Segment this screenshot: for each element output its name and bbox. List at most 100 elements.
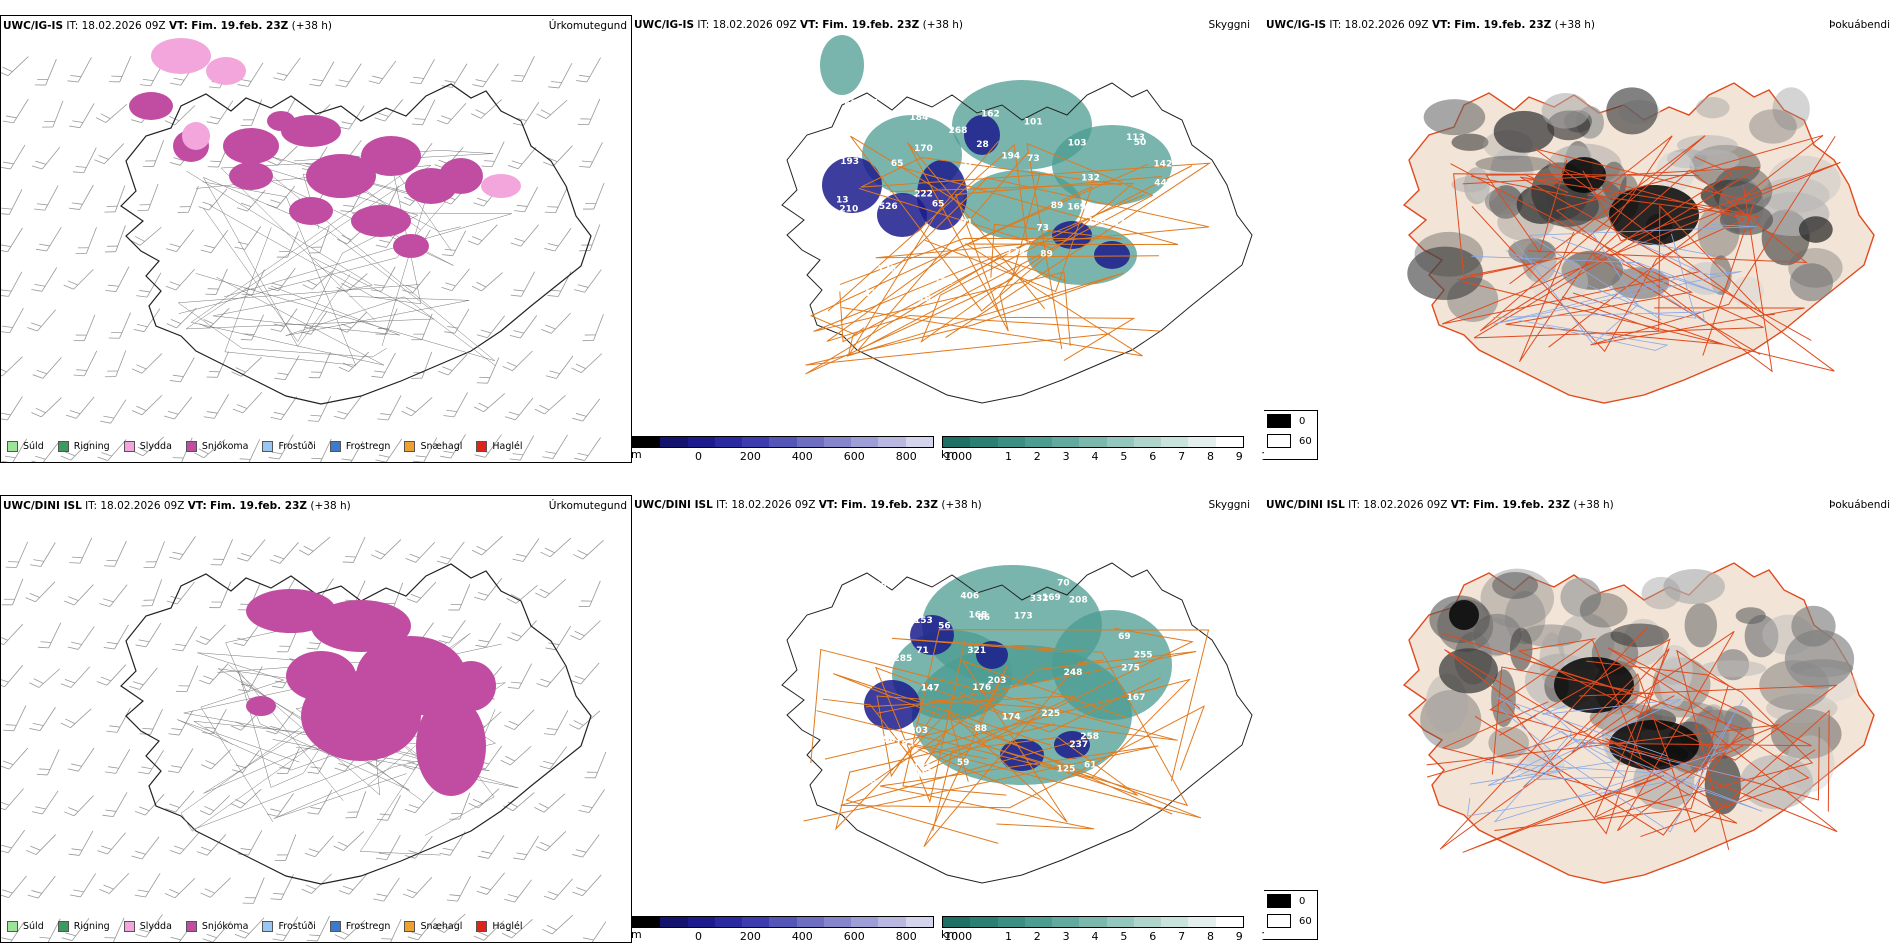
wind-barb bbox=[534, 395, 566, 415]
wind-barb bbox=[60, 666, 91, 688]
wind-barb bbox=[136, 272, 162, 298]
iceland-coastline bbox=[781, 562, 1253, 884]
visibility-value-label: 188 bbox=[858, 670, 877, 680]
wind-barb bbox=[61, 918, 90, 941]
road bbox=[827, 143, 1028, 343]
wind-barb bbox=[199, 795, 231, 816]
wind-barb bbox=[578, 789, 605, 813]
wind-barb bbox=[206, 351, 229, 378]
fog-index-cell bbox=[1697, 205, 1740, 259]
colorbar-cell bbox=[1161, 917, 1189, 927]
visibility-value-label: 128 bbox=[934, 277, 953, 287]
wind-barb bbox=[196, 834, 227, 856]
wind-barb bbox=[206, 100, 234, 125]
wind-barb bbox=[36, 749, 60, 776]
wind-barb bbox=[577, 98, 601, 126]
wind-barb bbox=[69, 103, 95, 129]
wind-barb bbox=[27, 875, 56, 899]
visibility-value-label: 118 bbox=[845, 606, 864, 616]
wind-barb bbox=[473, 393, 506, 413]
legend-label: Súld bbox=[23, 441, 44, 452]
colorbar-cell bbox=[1079, 917, 1107, 927]
visibility-value-label: 447 bbox=[1154, 178, 1173, 188]
visibility-value-label: 332 bbox=[1030, 594, 1049, 604]
wind-barb bbox=[476, 315, 505, 339]
wind-barb bbox=[535, 831, 567, 852]
visibility-value-label: 162 bbox=[981, 110, 1000, 120]
wind-barb bbox=[439, 831, 466, 856]
road bbox=[1470, 135, 1673, 363]
visibility-value-label: 268 bbox=[949, 126, 968, 136]
fog-index-cell bbox=[1770, 708, 1842, 760]
wind-barb bbox=[307, 789, 333, 815]
wind-barb bbox=[438, 620, 466, 644]
wind-barb bbox=[60, 439, 91, 461]
road bbox=[902, 629, 1210, 796]
road bbox=[186, 170, 400, 336]
wind-barb bbox=[381, 918, 402, 942]
road bbox=[203, 162, 419, 343]
visibility-value-label: 142 bbox=[1154, 159, 1173, 169]
river bbox=[1505, 233, 1697, 319]
wind-barb bbox=[172, 626, 198, 652]
wind-barb bbox=[374, 99, 404, 122]
wind-barb bbox=[1, 788, 24, 811]
wind-barb bbox=[412, 437, 438, 462]
visibility-value-label: 193 bbox=[895, 739, 914, 749]
wind-barb bbox=[543, 710, 569, 736]
visibility-value-label: 406 bbox=[960, 592, 979, 602]
wind-barb bbox=[1, 227, 23, 253]
wind-barb bbox=[134, 872, 161, 898]
legend-item: Frostregn bbox=[329, 921, 390, 932]
wind-barb bbox=[511, 56, 535, 82]
snow-area bbox=[446, 661, 496, 711]
wind-barb bbox=[512, 101, 540, 126]
wind-barb bbox=[34, 59, 57, 86]
wind-barb bbox=[370, 539, 402, 560]
legend-swatch bbox=[262, 441, 274, 452]
wind-barb bbox=[405, 541, 436, 563]
wind-barb bbox=[371, 352, 396, 378]
colorbar-cell bbox=[1079, 437, 1107, 447]
visibility-value-label: 135 bbox=[1006, 247, 1025, 257]
wind-barb bbox=[269, 542, 299, 564]
wind-barb bbox=[65, 396, 95, 419]
colorbar-cell bbox=[970, 437, 998, 447]
colorbar-cell bbox=[687, 917, 715, 927]
legend-item: Snæhagl bbox=[404, 441, 462, 452]
visibility-value-label: 176 bbox=[972, 683, 991, 693]
visibility-value-label: 13 bbox=[836, 195, 849, 205]
river bbox=[1493, 271, 1742, 325]
wind-barb bbox=[97, 439, 127, 461]
wind-barb bbox=[342, 536, 366, 563]
wind-barb bbox=[96, 664, 127, 686]
wind-barb bbox=[133, 436, 164, 457]
snow-areas bbox=[246, 589, 496, 796]
visibility-value-label: 203 bbox=[988, 676, 1007, 686]
wind-barb bbox=[411, 99, 436, 126]
visibility-map: 285 332 171 153 162 225 163 167 125 96 193 208 59 118… bbox=[781, 562, 1253, 884]
legend-swatch bbox=[476, 441, 488, 452]
fog-index-cell bbox=[1731, 276, 1764, 306]
colorbar-tick-label: 1 bbox=[1004, 450, 1012, 463]
wind-barb bbox=[542, 434, 568, 459]
fog-index-cell bbox=[1788, 248, 1843, 288]
visibility-value-label: 113 bbox=[1126, 133, 1145, 143]
road bbox=[1590, 135, 1836, 346]
wind-barb bbox=[26, 834, 57, 855]
snow-area bbox=[311, 600, 411, 652]
wind-barb bbox=[99, 584, 128, 607]
visibility-area bbox=[820, 35, 864, 95]
visibility-value-label: 390 bbox=[1148, 260, 1167, 270]
wind-barb bbox=[436, 541, 465, 565]
wind-barb bbox=[34, 185, 59, 211]
wind-barb bbox=[29, 668, 61, 688]
wind-barb bbox=[1, 921, 25, 942]
visibility-value-label: 744 bbox=[894, 596, 913, 606]
wind-barb bbox=[570, 620, 601, 641]
legend-label: Snæhagl bbox=[420, 921, 463, 932]
visibility-value-label: 258 bbox=[1080, 732, 1099, 742]
wind-barb bbox=[239, 439, 261, 462]
visibility-value-label: 73 bbox=[1036, 223, 1049, 233]
legend-label: Frostúði bbox=[278, 441, 316, 452]
